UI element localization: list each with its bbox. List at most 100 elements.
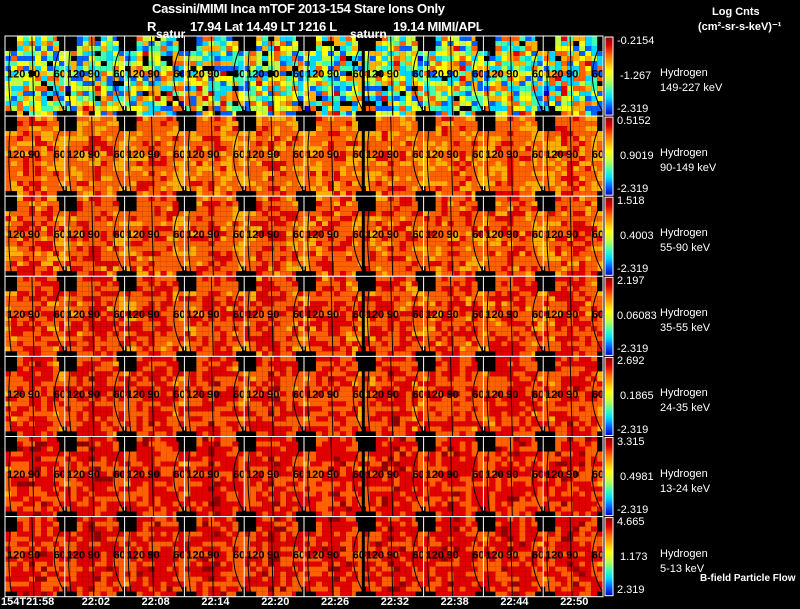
contour-label: 120 (246, 549, 264, 561)
contour-line-60 (293, 440, 305, 513)
contour-label: 120 (366, 309, 384, 321)
contour-line-90 (91, 436, 95, 517)
gap-divider (361, 36, 365, 117)
contour-label: 90 (447, 549, 459, 561)
colorbar-mid-label: 0.4003 (620, 230, 654, 243)
contour-label: 60 (54, 149, 66, 161)
contour-label: 90 (148, 69, 160, 81)
contour-line-90 (569, 436, 573, 517)
contour-line-60 (233, 119, 245, 193)
sub-image (124, 116, 185, 197)
contour-line-120 (426, 356, 431, 437)
contour-label: 60 (54, 389, 66, 401)
sub-image (304, 36, 364, 117)
sub-image (304, 116, 364, 197)
contour-line-60 (233, 280, 245, 353)
contour-label: 90 (327, 389, 339, 401)
contour-label: 60 (532, 389, 544, 401)
contour-label: 60 (233, 549, 245, 561)
contour-label: 90 (148, 389, 160, 401)
contour-label: 90 (387, 309, 399, 321)
contour-line-60 (532, 440, 544, 513)
contour-line-120 (426, 196, 431, 277)
contour-line-90 (210, 276, 214, 357)
species-label: Hydrogen (660, 467, 708, 480)
contour-label: 90 (88, 69, 100, 81)
contour-line-120 (187, 35, 192, 117)
contour-line-60 (592, 280, 604, 353)
colorbar (604, 196, 614, 276)
contour-line-120 (127, 436, 132, 517)
contour-label: 60 (113, 309, 125, 321)
sub-image (543, 356, 603, 437)
contour-line-120 (307, 196, 312, 277)
contour-label: 60 (472, 469, 484, 481)
contour-label: 60 (412, 69, 424, 81)
contour-line-60 (412, 119, 425, 193)
contour-label: 90 (88, 229, 100, 241)
colorbar (604, 517, 614, 597)
contour-label: 120 (306, 469, 324, 481)
contour-line-90 (91, 516, 95, 597)
contour-line-90 (509, 516, 513, 597)
contour-line-90 (450, 116, 454, 197)
contour-line-60 (53, 440, 66, 513)
contour-line-90 (330, 516, 334, 597)
contour-label: 60 (293, 309, 305, 321)
contour-line-120 (307, 356, 312, 437)
contour-label: 60 (532, 309, 544, 321)
contour-label: 90 (148, 549, 160, 561)
contour-line-120 (486, 276, 491, 357)
contour-label: 90 (566, 469, 578, 481)
sub-image (543, 276, 603, 357)
contour-label: 90 (88, 309, 100, 321)
contour-line-120 (367, 356, 372, 437)
contour-label: 90 (28, 229, 40, 241)
contour-line-120 (367, 276, 372, 357)
contour-line-120 (367, 516, 372, 597)
contour-line-90 (31, 276, 35, 357)
contour-label: 120 (366, 549, 384, 561)
contour-line-60 (412, 520, 425, 593)
colorbar-mid-label: 1.173 (620, 550, 648, 563)
contour-line-60 (412, 360, 425, 433)
colorbar-mid-label: 0.4981 (620, 470, 654, 483)
sub-image (363, 356, 424, 437)
contour-label: 90 (88, 149, 100, 161)
contour-label: 120 (306, 149, 324, 161)
contour-label: 120 (186, 309, 204, 321)
contour-label: 90 (207, 309, 219, 321)
contour-line-60 (592, 440, 604, 513)
contour-line-60 (293, 360, 305, 433)
contour-line-90 (31, 35, 35, 117)
contour-label: 90 (28, 309, 40, 321)
contour-label: 60 (113, 149, 125, 161)
sub-image (483, 36, 544, 117)
contour-line-120 (307, 276, 312, 357)
contour-label: 90 (327, 149, 339, 161)
contour-label: 60 (293, 69, 305, 81)
contour-line-60 (592, 199, 604, 273)
contour-label: 90 (447, 229, 459, 241)
sub-image (5, 196, 65, 277)
colorbar (604, 116, 614, 196)
contour-label: 90 (267, 229, 279, 241)
contour-label: 60 (113, 549, 125, 561)
contour-label: 60 (113, 389, 125, 401)
contour-line-60 (592, 119, 604, 193)
contour-line-60 (472, 360, 484, 433)
contour-line-120 (546, 35, 551, 117)
contour-label: 60 (532, 229, 544, 241)
contour-line-60 (472, 280, 484, 353)
contour-label: 60 (113, 469, 125, 481)
sub-image (363, 516, 424, 597)
colorbar-max-label: 4.665 (617, 515, 645, 528)
contour-label: 120 (426, 549, 444, 561)
contour-line-90 (330, 356, 334, 437)
contour-label: 120 (7, 69, 25, 81)
contour-line-120 (367, 116, 372, 197)
contour-line-90 (210, 35, 214, 117)
contour-label: 120 (246, 229, 264, 241)
contour-label: 60 (412, 469, 424, 481)
contour-line-90 (91, 35, 95, 117)
